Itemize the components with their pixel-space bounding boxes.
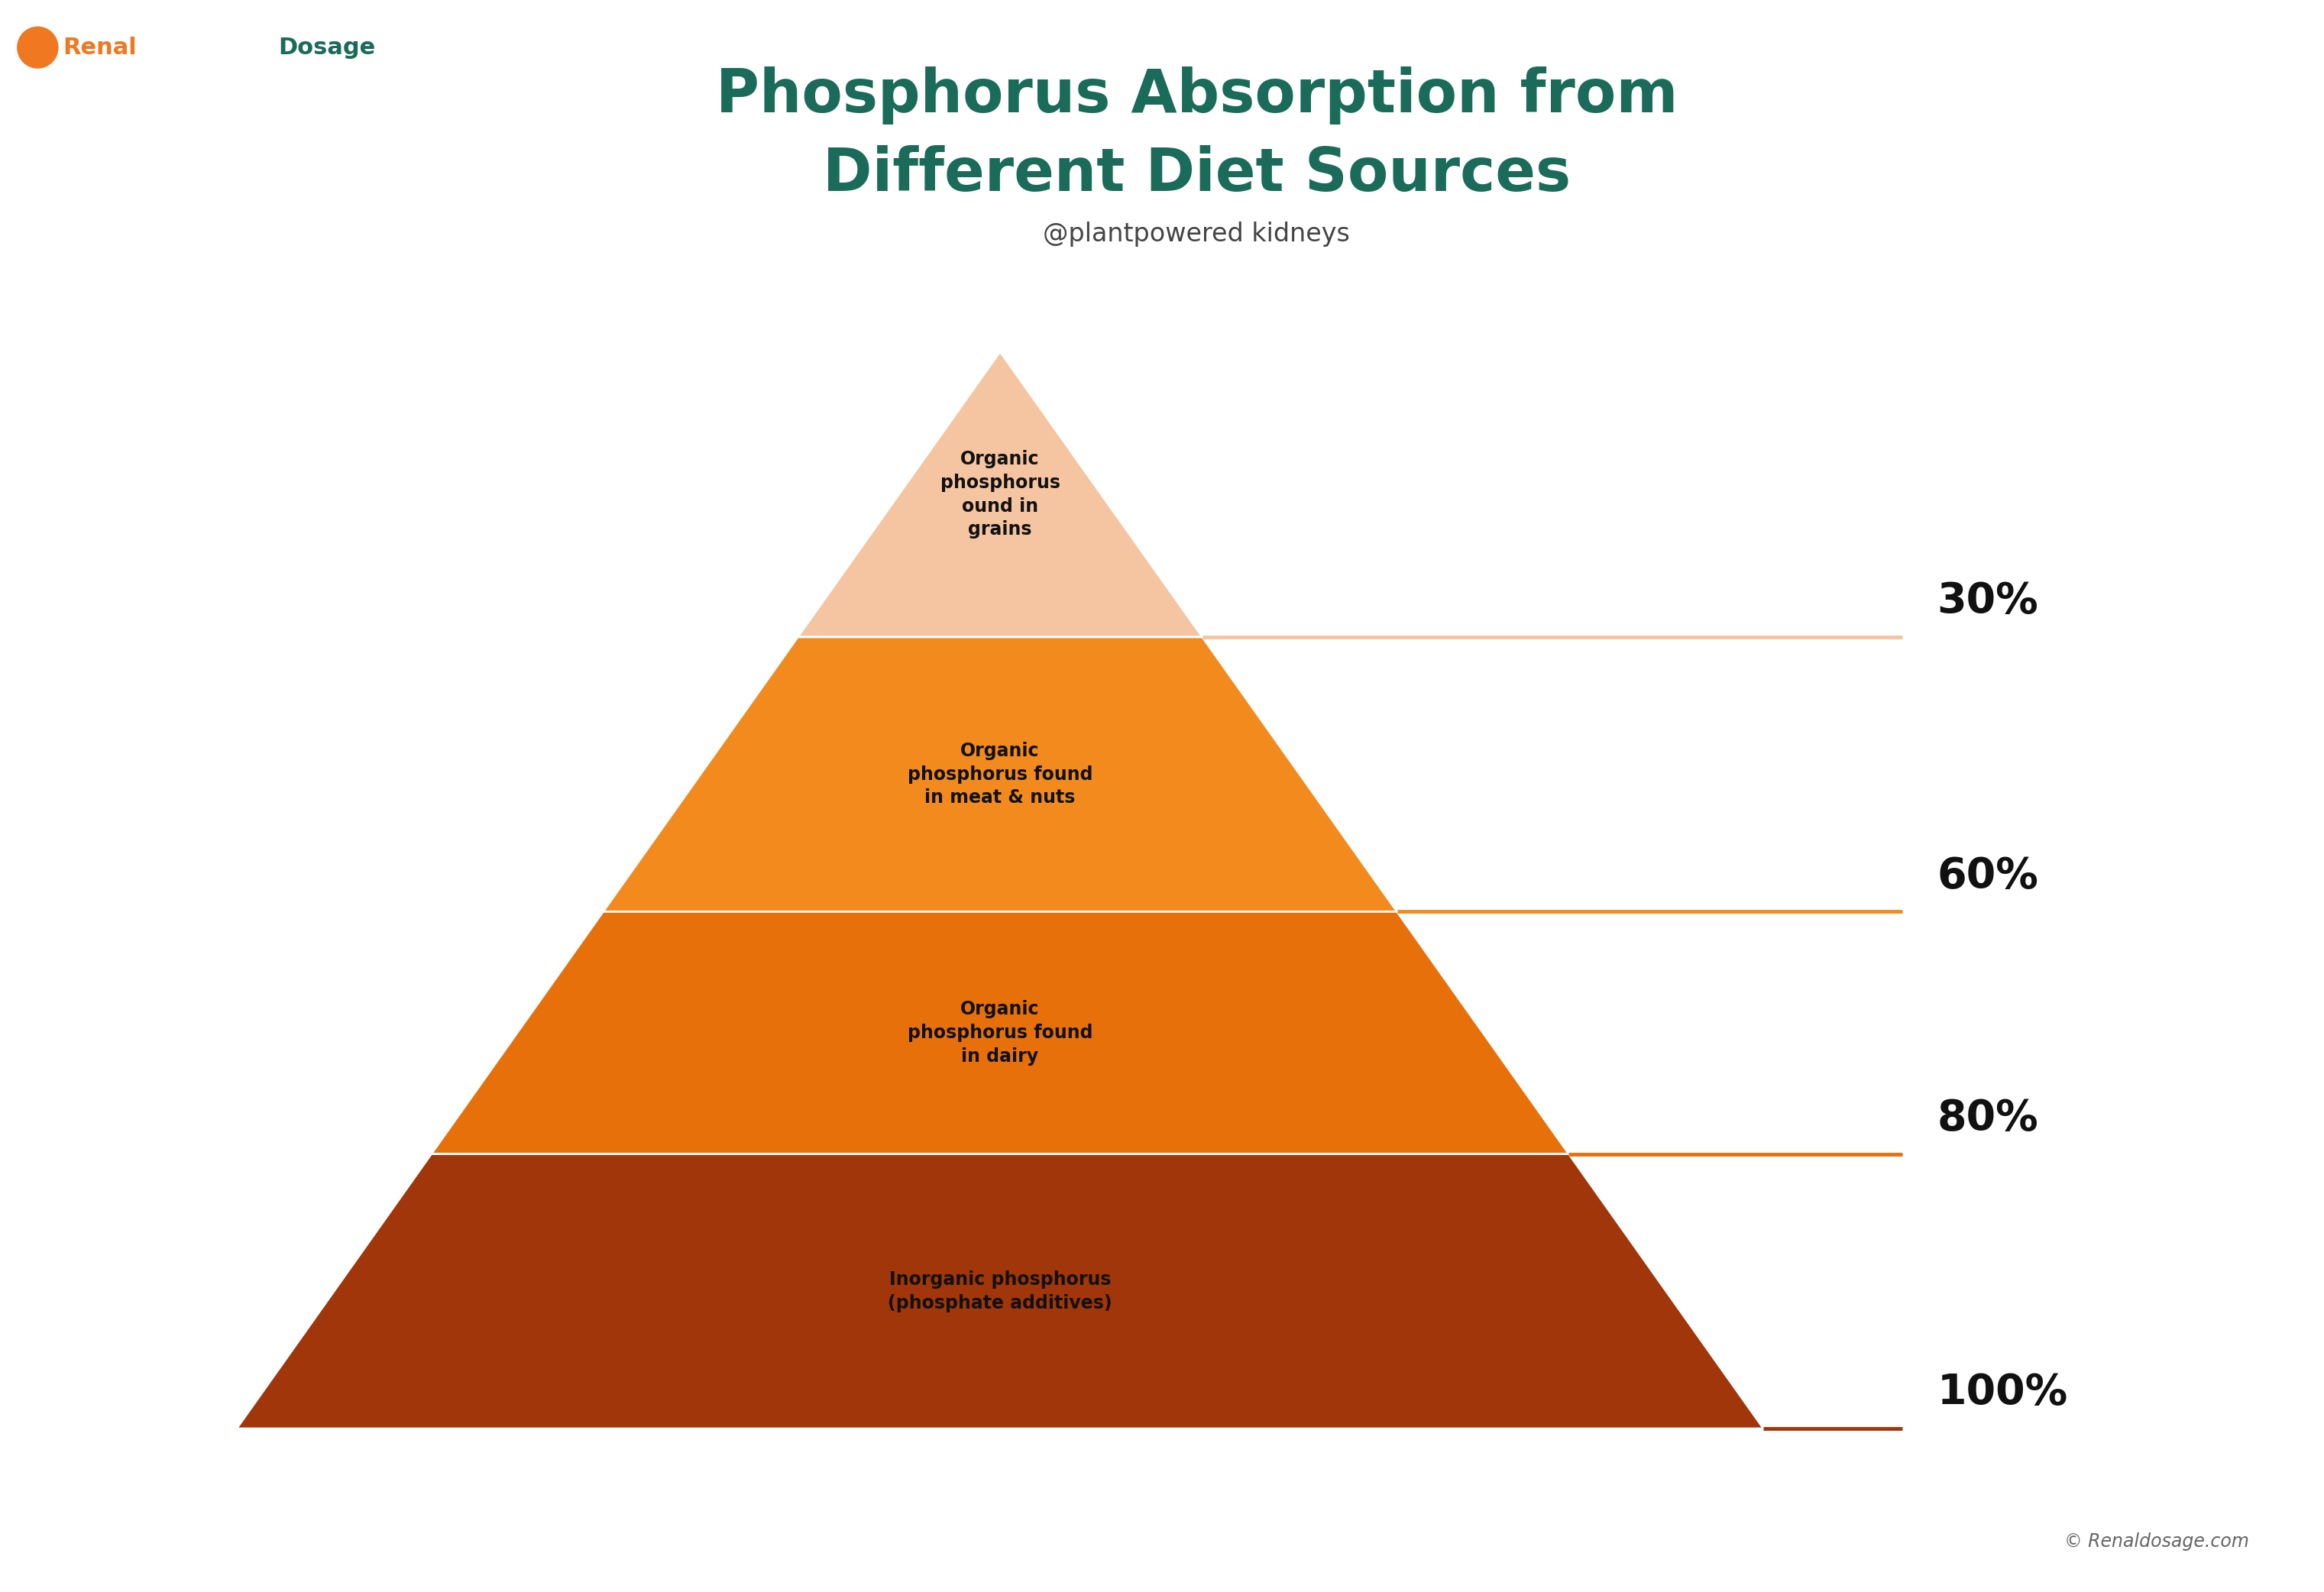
Text: 30%: 30% (1936, 581, 2038, 622)
Text: @plantpowered kidneys: @plantpowered kidneys (1043, 221, 1350, 247)
Text: 80%: 80% (1936, 1097, 2038, 1138)
Text: Different Diet Sources: Different Diet Sources (823, 145, 1571, 204)
Text: © Renaldosage.com: © Renaldosage.com (2064, 1533, 2250, 1551)
Polygon shape (237, 1154, 1764, 1428)
Text: 100%: 100% (1936, 1372, 2068, 1414)
Text: Inorganic phosphorus
(phosphate additives): Inorganic phosphorus (phosphate additive… (888, 1270, 1113, 1312)
Text: Organic
phosphorus found
in meat & nuts: Organic phosphorus found in meat & nuts (906, 742, 1092, 807)
Polygon shape (797, 352, 1202, 637)
Text: Organic
phosphorus
ound in
grains: Organic phosphorus ound in grains (941, 451, 1060, 538)
Polygon shape (604, 637, 1397, 912)
Polygon shape (432, 912, 1569, 1154)
Text: Phosphorus Absorption from: Phosphorus Absorption from (716, 67, 1678, 124)
Ellipse shape (16, 27, 58, 68)
Text: Dosage: Dosage (279, 37, 376, 59)
Text: 60%: 60% (1936, 855, 2038, 896)
Text: Organic
phosphorus found
in dairy: Organic phosphorus found in dairy (906, 1000, 1092, 1065)
Text: Renal: Renal (63, 37, 137, 59)
